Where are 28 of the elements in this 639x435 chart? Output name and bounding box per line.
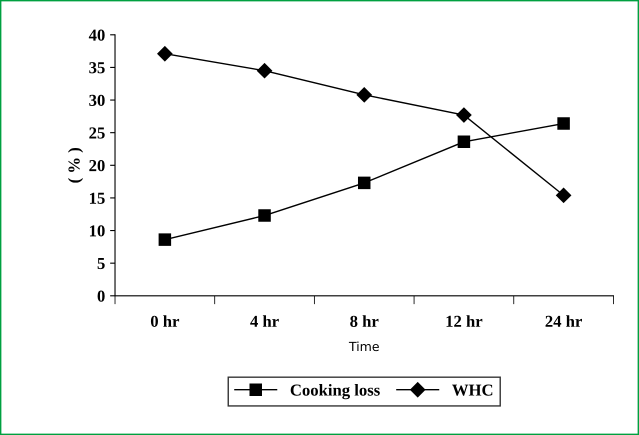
y-tick-label: 10 <box>90 225 105 236</box>
y-tick-label: 30 <box>89 94 105 106</box>
y-tick-label: 0 <box>98 290 105 302</box>
point <box>456 107 472 123</box>
y-tick-label: 25 <box>89 127 105 139</box>
y-tick-label: 5 <box>98 258 105 270</box>
point <box>557 117 570 130</box>
legend-label: WHC <box>452 384 492 396</box>
x-tick-label: 12 hr <box>446 315 482 327</box>
x-tick-label: 8 hr <box>350 315 378 327</box>
y-tick-label: 20 <box>89 160 105 172</box>
x-tick-label: 0 hr <box>150 315 180 327</box>
y-tick-label: 40 <box>88 30 105 41</box>
y-tick-label: 15 <box>90 192 105 204</box>
y-axis-title: ( % ) <box>68 148 84 183</box>
point <box>258 209 271 222</box>
point <box>157 46 172 62</box>
point <box>158 233 172 246</box>
legend-label: Cooking loss <box>290 384 380 400</box>
x-axis-title: Time <box>348 341 379 352</box>
x-tick-label: 4 hr <box>250 315 279 327</box>
point <box>256 63 272 78</box>
point <box>556 188 572 203</box>
point <box>358 176 370 190</box>
x-tick-label: 24 hr <box>546 315 582 327</box>
point <box>356 87 372 102</box>
y-tick-label: 35 <box>89 62 105 74</box>
point <box>458 136 470 148</box>
